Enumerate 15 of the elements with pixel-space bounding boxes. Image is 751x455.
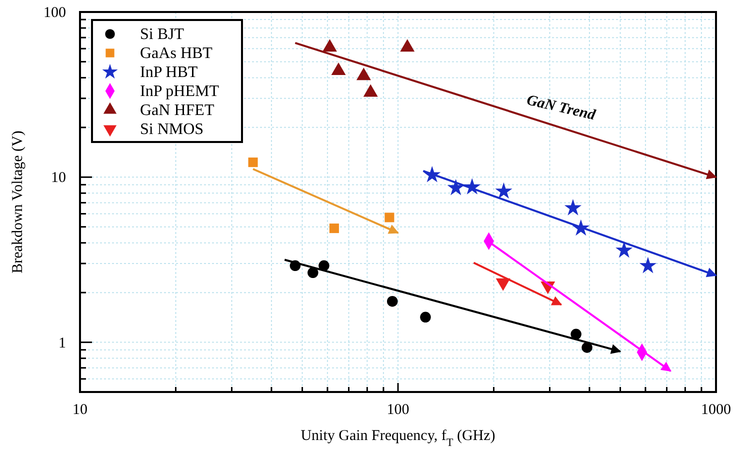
legend-label: InP pHEMT	[140, 83, 220, 100]
y-tick-label: 100	[44, 5, 66, 21]
x-axis-title: Unity Gain Frequency, f$_{T}$ (GHz)	[300, 428, 496, 449]
x-tick-label: 10	[72, 402, 88, 418]
legend-label: GaAs HBT	[140, 45, 213, 62]
legend-label: InP HBT	[140, 64, 198, 81]
x-tick-label: 100	[386, 402, 410, 418]
legend-label: Si BJT	[140, 26, 184, 43]
y-tick-label: 1	[58, 335, 66, 352]
annotation: GaN Trend	[525, 92, 598, 124]
y-axis-title: Breakdown Voltage (V)	[10, 130, 26, 274]
legend-label: Si NMOS	[140, 121, 204, 138]
x-tick-label: 1000	[701, 402, 731, 418]
legend-label: GaN HFET	[140, 102, 214, 119]
y-tick-label: 10	[51, 170, 66, 186]
